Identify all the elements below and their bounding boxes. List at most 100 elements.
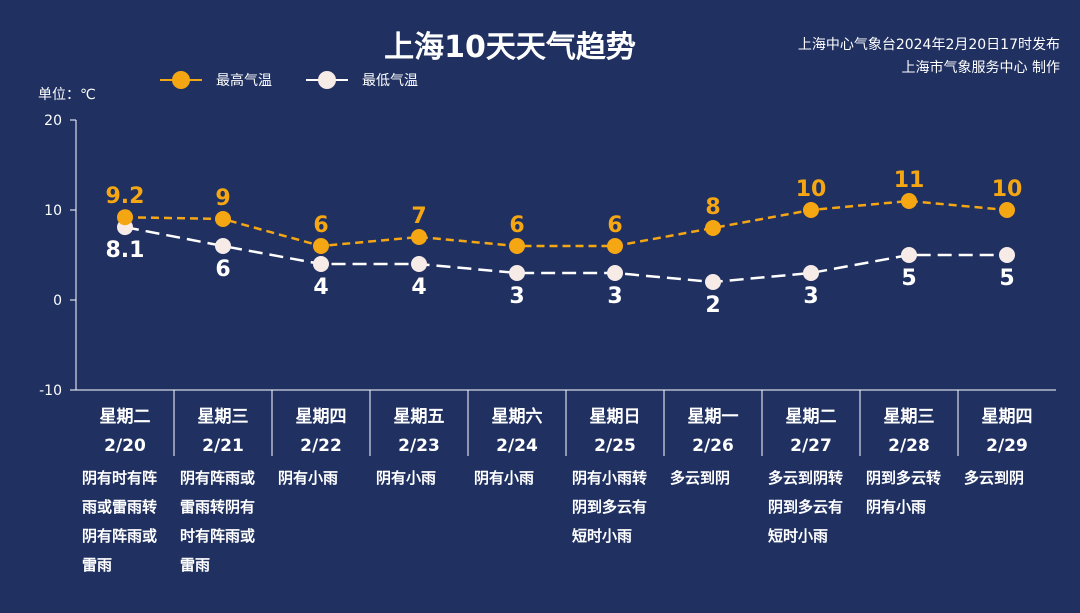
weekday-label: 星期日 bbox=[590, 407, 641, 427]
weather-description-line: 雷雨 bbox=[180, 556, 210, 574]
high-temp-point bbox=[313, 238, 329, 254]
weekday-label: 星期四 bbox=[296, 407, 347, 427]
legend-label-high: 最高气温 bbox=[216, 73, 272, 89]
weather-description-line: 阴有阵雨或 bbox=[180, 469, 255, 487]
high-temp-line bbox=[124, 199, 1008, 248]
weekday-label: 星期二 bbox=[786, 407, 837, 427]
high-temp-data-label: 10 bbox=[796, 177, 827, 202]
date-label: 2/27 bbox=[790, 436, 832, 456]
legend-swatch-high bbox=[160, 70, 202, 90]
legend-swatch-low bbox=[306, 70, 348, 90]
date-label: 2/29 bbox=[986, 436, 1028, 456]
low-temp-data-label: 6 bbox=[215, 257, 230, 282]
weather-description-line: 多云到阴 bbox=[964, 469, 1024, 487]
weather-description-line: 多云到阴 bbox=[670, 469, 730, 487]
low-temp-data-label: 3 bbox=[803, 284, 818, 309]
weather-description-line: 阴有时有阵 bbox=[82, 469, 157, 487]
legend-label-low: 最低气温 bbox=[362, 73, 418, 89]
weather-description-line: 阴到多云有 bbox=[768, 498, 843, 516]
date-label: 2/22 bbox=[300, 436, 342, 456]
weather-description-line: 时有阵雨或 bbox=[180, 527, 255, 545]
high-temp-point bbox=[705, 220, 721, 236]
low-temp-data-label: 3 bbox=[509, 284, 524, 309]
high-temp-point bbox=[117, 209, 133, 226]
legend: 最高气温 最低气温 bbox=[160, 70, 418, 90]
low-temp-data-label: 8.1 bbox=[106, 238, 145, 263]
weather-description-line: 雷雨 bbox=[82, 556, 112, 574]
weather-description-line: 阴有小雨 bbox=[474, 469, 534, 487]
high-temp-point bbox=[509, 238, 525, 254]
source-line-producer: 上海市气象服务中心 制作 bbox=[901, 60, 1060, 76]
weather-description-line: 阴到多云有 bbox=[572, 498, 647, 516]
weekday-label: 星期一 bbox=[688, 407, 739, 427]
low-temp-line bbox=[124, 225, 1007, 284]
weather-description-line: 阴到多云转 bbox=[866, 469, 941, 487]
low-temp-data-label: 5 bbox=[901, 266, 916, 291]
high-temp-point bbox=[999, 202, 1015, 218]
date-label: 2/25 bbox=[594, 436, 636, 456]
unit-label: 单位：℃ bbox=[38, 87, 96, 103]
low-temp-point bbox=[999, 247, 1015, 263]
low-temp-point bbox=[901, 247, 917, 263]
weather-description-line: 多云到阴转 bbox=[768, 469, 843, 487]
legend-item-high: 最高气温 bbox=[160, 70, 272, 90]
weather-description-line: 阴有小雨转 bbox=[572, 469, 647, 487]
legend-dot-high bbox=[172, 71, 190, 89]
low-temp-point bbox=[411, 256, 427, 272]
high-temp-data-label: 6 bbox=[509, 213, 524, 238]
low-temp-point bbox=[215, 238, 231, 254]
chart-title: 上海10天天气趋势 bbox=[384, 30, 636, 65]
low-temp-data-label: 2 bbox=[705, 293, 720, 318]
weekday-label: 星期四 bbox=[982, 407, 1033, 427]
date-label: 2/28 bbox=[888, 436, 930, 456]
weather-description-line: 阴有小雨 bbox=[866, 498, 926, 516]
high-temp-point bbox=[411, 229, 427, 245]
date-label: 2/23 bbox=[398, 436, 440, 456]
weekday-label: 星期六 bbox=[492, 406, 543, 427]
date-label: 2/20 bbox=[104, 436, 146, 456]
y-tick-label: -10 bbox=[39, 383, 62, 399]
high-temp-data-label: 7 bbox=[411, 204, 426, 229]
high-temp-data-label: 11 bbox=[894, 168, 925, 193]
date-label: 2/24 bbox=[496, 436, 538, 456]
high-temp-point bbox=[803, 202, 819, 218]
weather-description-line: 短时小雨 bbox=[572, 527, 632, 545]
weather-description-line: 阴有阵雨或 bbox=[82, 527, 157, 545]
legend-dot-low bbox=[318, 71, 336, 89]
high-temp-point bbox=[215, 211, 231, 227]
legend-item-low: 最低气温 bbox=[306, 70, 418, 90]
low-temp-point bbox=[803, 265, 819, 281]
date-label: 2/26 bbox=[692, 436, 734, 456]
high-temp-data-label: 9 bbox=[215, 186, 230, 211]
low-temp-point bbox=[313, 256, 329, 272]
low-temp-data-label: 5 bbox=[999, 266, 1014, 291]
weekday-label: 星期二 bbox=[100, 407, 151, 427]
y-tick-label: 0 bbox=[53, 293, 62, 309]
low-temp-point bbox=[705, 274, 721, 290]
weekday-label: 星期三 bbox=[884, 407, 935, 427]
y-tick-label: 10 bbox=[44, 203, 62, 219]
weather-description-line: 雨或雷雨转 bbox=[82, 498, 157, 516]
weather-description-line: 短时小雨 bbox=[768, 527, 828, 545]
low-temp-data-label: 4 bbox=[411, 275, 426, 300]
low-temp-point bbox=[607, 265, 623, 281]
date-label: 2/21 bbox=[202, 436, 244, 456]
high-temp-data-label: 6 bbox=[607, 213, 622, 238]
low-temp-point bbox=[509, 265, 525, 281]
weather-description-line: 阴有小雨 bbox=[278, 469, 338, 487]
weather-description-line: 雷雨转阴有 bbox=[180, 498, 255, 516]
high-temp-data-label: 9.2 bbox=[106, 184, 145, 209]
weekday-label: 星期三 bbox=[198, 407, 249, 427]
source-note: 上海中心气象台2024年2月20日17时发布 上海市气象服务中心 制作 bbox=[798, 34, 1060, 80]
high-temp-data-label: 6 bbox=[313, 213, 328, 238]
high-temp-data-label: 10 bbox=[992, 177, 1023, 202]
y-tick-label: 20 bbox=[44, 113, 62, 129]
high-temp-point bbox=[607, 238, 623, 254]
high-temp-point bbox=[901, 193, 917, 209]
high-temp-data-label: 8 bbox=[705, 195, 720, 220]
low-temp-data-label: 3 bbox=[607, 284, 622, 309]
weekday-label: 星期五 bbox=[394, 407, 445, 427]
source-line-publisher: 上海中心气象台2024年2月20日17时发布 bbox=[797, 37, 1060, 53]
low-temp-data-label: 4 bbox=[313, 275, 328, 300]
